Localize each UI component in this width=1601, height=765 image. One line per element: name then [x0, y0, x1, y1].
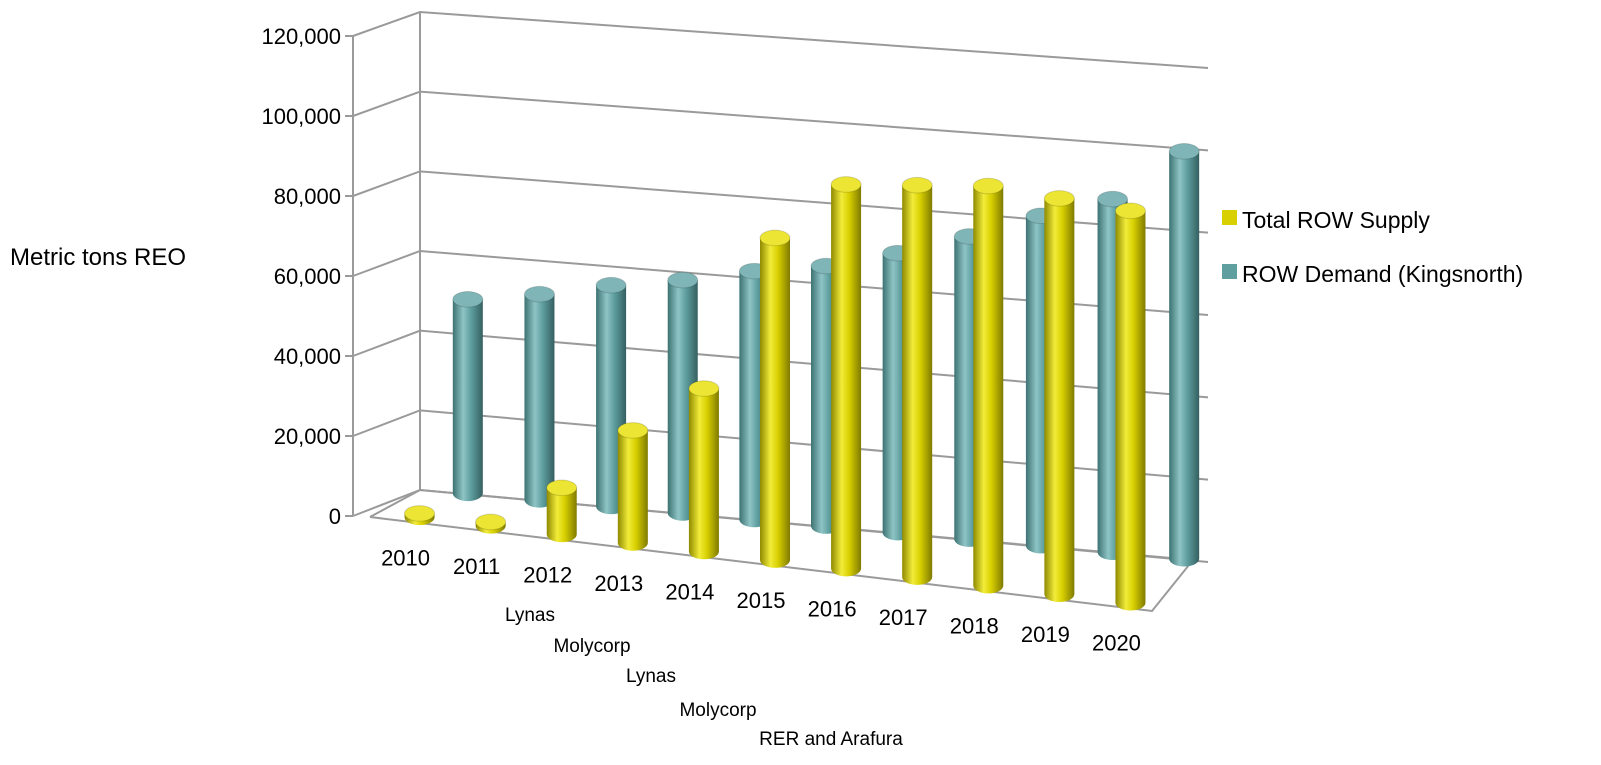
chart-walls [345, 10, 1209, 613]
bar-supply-2010 [404, 505, 436, 526]
bar-top [1043, 190, 1075, 207]
bar-supply-2020 [1114, 202, 1146, 611]
x-tick-label: 2020 [1092, 631, 1141, 656]
bar-body [973, 185, 1004, 594]
annotation-label: Lynas [626, 666, 676, 687]
bar-body [617, 430, 648, 551]
bar-body [1115, 210, 1146, 611]
x-tick-label: 2016 [808, 597, 857, 622]
bar-top [901, 176, 933, 194]
bar-top [404, 505, 436, 522]
bar-top [475, 513, 507, 531]
bar-supply-2018 [972, 177, 1004, 594]
annotation-label: Molycorp [679, 700, 756, 721]
bar-top [1114, 202, 1146, 220]
bar-body [524, 294, 555, 508]
bar-supply-2019 [1043, 190, 1075, 602]
bar-supply-2011 [475, 513, 507, 534]
bar-body [452, 299, 483, 502]
legend-label: ROW Demand (Kingsnorth) [1242, 261, 1523, 287]
bar-demand-2011 [523, 285, 555, 508]
bar-top [1097, 190, 1129, 208]
bar-body [760, 237, 790, 568]
gridline [352, 170, 1209, 234]
annotation-label: Lynas [505, 605, 555, 626]
y-tick-label: 20,000 [274, 424, 341, 449]
legend-swatch [1222, 264, 1237, 279]
bar-top [546, 479, 578, 497]
bar-top [1168, 143, 1200, 160]
legend-swatch [1222, 210, 1237, 225]
x-tick-label: 2015 [737, 588, 786, 613]
bar-demand-2010 [452, 290, 484, 502]
y-tick-label: 100,000 [261, 104, 341, 129]
bar-supply-2012 [546, 479, 578, 543]
bar-top [759, 229, 791, 247]
annotation-label: Molycorp [553, 636, 630, 657]
bar-top [667, 271, 699, 289]
bar-body [831, 184, 862, 577]
floor-left-edge [369, 489, 421, 518]
bar-top [617, 422, 649, 439]
x-tick-label: 2014 [665, 579, 714, 604]
y-tick-label: 120,000 [261, 24, 341, 49]
x-tick-label: 2018 [950, 614, 999, 639]
y-axis-label: Metric tons REO [10, 244, 186, 271]
gridline [352, 90, 1209, 152]
bar-top [452, 290, 484, 308]
x-axis-ticks: 2010 2011 2012 2013 2014 2015 2016 2017 2018 2019… [381, 545, 1141, 655]
y-axis-ticks: 0 20,000 40,000 60,000 80,000 100,000 120,000 [261, 24, 341, 529]
y-tick-label: 60,000 [274, 264, 341, 289]
x-tick-label: 2011 [453, 554, 500, 579]
bar-body [1044, 198, 1075, 602]
gridline [352, 10, 1209, 69]
y-tick-label: 40,000 [274, 344, 341, 369]
bar-top [595, 276, 627, 294]
bar-supply-2016 [830, 176, 862, 577]
annotation-label: RER and Arafura [759, 729, 903, 750]
floor-edge [369, 489, 1195, 613]
bar-top [972, 177, 1004, 195]
bar-top [830, 176, 862, 193]
bar-supply-2014 [688, 380, 720, 560]
bar-demand-2020 [1168, 143, 1200, 567]
bar-supply-2013 [617, 422, 649, 551]
x-tick-label: 2010 [381, 545, 430, 570]
x-tick-label: 2017 [879, 605, 928, 630]
bar-body [546, 487, 577, 543]
bar-body [1169, 151, 1200, 567]
legend: Total ROW Supply ROW Demand (Kingsnorth) [1222, 207, 1523, 287]
x-tick-label: 2012 [523, 562, 572, 587]
bar-supply-2017 [901, 176, 933, 585]
y-tick-label: 80,000 [274, 184, 341, 209]
bar-top [523, 285, 555, 303]
x-tick-label: 2019 [1021, 622, 1070, 647]
bar-supply-2015 [759, 229, 791, 568]
x-tick-label: 2013 [594, 571, 643, 596]
bar-top [688, 380, 720, 397]
y-tick-label: 0 [329, 504, 341, 529]
chart-bars [404, 143, 1200, 611]
legend-label: Total ROW Supply [1242, 207, 1430, 233]
bar-body [902, 185, 933, 585]
bar-body [688, 388, 719, 560]
